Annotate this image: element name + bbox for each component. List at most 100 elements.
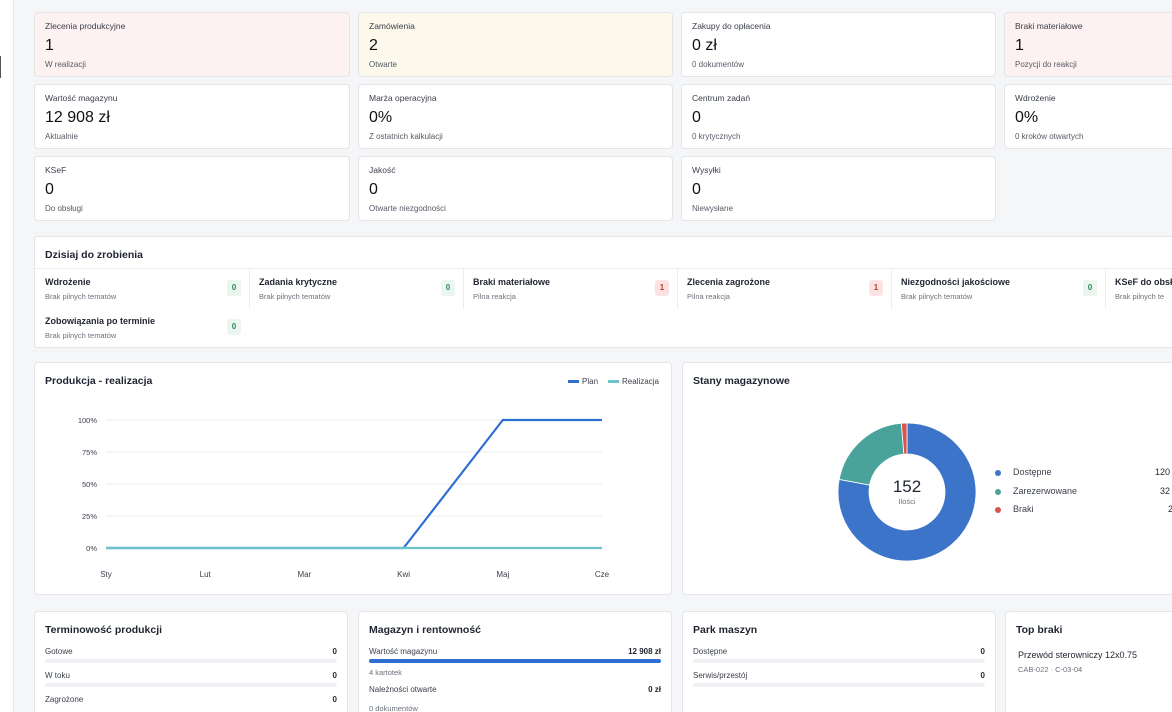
todo-item-orders-at-risk[interactable]: Zlecenia zagrożone Pilna reakcja 1 xyxy=(687,277,893,313)
kpi-value: 0 xyxy=(45,181,54,198)
row-label: Zagrożone xyxy=(45,695,84,704)
donut-center-label: Ilości xyxy=(898,497,916,506)
todo-item-ksef[interactable]: KSeF do obsł Brak pilnych te xyxy=(1115,277,1172,313)
row-label: Dostępne xyxy=(693,647,728,656)
legend-label: Dostępne xyxy=(1013,467,1052,477)
production-chart-card: Produkcja - realizacja Plan Realizacja 0… xyxy=(34,362,672,595)
todo-item-sub: Brak pilnych tematów xyxy=(45,331,117,340)
progress-track xyxy=(693,683,985,687)
kpi-sub: Otwarte xyxy=(369,60,398,69)
y-tick-label: 25% xyxy=(82,512,97,521)
legend-value: 120 xyxy=(1155,467,1171,477)
x-tick-label: Lut xyxy=(200,570,212,579)
legend-plan-label: Plan xyxy=(582,377,599,386)
kpi-sub: 0 dokumentów xyxy=(692,60,745,69)
kpi-operating-margin[interactable]: Marża operacyjna 0% Z ostatnich kalkulac… xyxy=(358,84,673,149)
todo-item-title: Zadania krytyczne xyxy=(259,277,338,287)
kpi-label: Jakość xyxy=(369,165,396,175)
kpi-sub: Do obsługi xyxy=(45,204,83,213)
kpi-orders[interactable]: Zamówienia 2 Otwarte xyxy=(358,12,673,77)
row-value: 12 908 zł xyxy=(628,647,661,656)
x-tick-label: Sty xyxy=(100,570,112,579)
donut-slice-shortages xyxy=(900,422,908,455)
todo-item-overdue-liabilities[interactable]: Zobowiązania po terminie Brak pilnych te… xyxy=(45,316,251,352)
donut-slice-reserved xyxy=(838,422,905,486)
count-badge: 0 xyxy=(227,280,241,296)
todo-item-sub: Brak pilnych tematów xyxy=(45,292,117,301)
legend-label: Zarezerwowane xyxy=(1013,486,1078,496)
divider xyxy=(891,269,892,309)
shortage-item-name[interactable]: Przewód sterowniczy 12x0.75 xyxy=(1018,650,1138,660)
timeliness-card: Terminowość produkcji Gotowe 0 W toku 0 … xyxy=(34,611,348,712)
kpi-value: 12 908 zł xyxy=(45,109,110,126)
todo-item-quality-nonconformities[interactable]: Niezgodności jakościowe Brak pilnych tem… xyxy=(901,277,1107,313)
todo-title: Dzisiaj do zrobienia xyxy=(45,249,144,261)
legend-dot-shortages xyxy=(995,507,1001,513)
progress-track xyxy=(45,683,337,687)
progress-fill xyxy=(369,659,661,663)
kpi-sub: 0 kroków otwartych xyxy=(1015,132,1084,141)
kpi-label: Wdrożenie xyxy=(1015,93,1056,103)
kpi-implementation[interactable]: Wdrożenie 0% 0 kroków otwartych xyxy=(1004,84,1172,149)
todo-panel: Dzisiaj do zrobienia Wdrożenie Brak piln… xyxy=(34,236,1172,348)
legend-dot-available xyxy=(995,470,1001,476)
progress-track xyxy=(693,659,985,663)
row-label: W toku xyxy=(45,671,70,680)
kpi-warehouse-value[interactable]: Wartość magazynu 12 908 zł Aktualnie xyxy=(34,84,350,149)
stock-legend-shortages: Braki 2 xyxy=(995,504,1172,518)
todo-item-critical-tasks[interactable]: Zadania krytyczne Brak pilnych tematów 0 xyxy=(259,277,465,313)
kpi-label: Zakupy do opłacenia xyxy=(692,21,771,31)
row-value: 0 xyxy=(332,647,337,656)
row-sub: 4 kartotek xyxy=(369,668,402,677)
kpi-value: 0 xyxy=(692,109,701,126)
todo-item-material-shortages[interactable]: Braki materiałowe Pilna reakcja 1 xyxy=(473,277,679,313)
divider xyxy=(35,268,1172,269)
kpi-value: 0% xyxy=(369,109,393,126)
kpi-ksef[interactable]: KSeF 0 Do obsługi xyxy=(34,156,350,221)
row-value: 0 xyxy=(332,671,337,680)
kpi-production-orders[interactable]: Zlecenia produkcyjne 1 W realizacji xyxy=(34,12,350,77)
row-value: 0 zł xyxy=(648,685,661,694)
todo-item-title: Wdrożenie xyxy=(45,277,91,287)
progress-track xyxy=(369,659,661,663)
todo-item-implementation[interactable]: Wdrożenie Brak pilnych tematów 0 xyxy=(45,277,251,313)
count-badge: 1 xyxy=(655,280,669,296)
todo-item-title: KSeF do obsł xyxy=(1115,277,1172,287)
x-tick-label: Cze xyxy=(595,570,610,579)
warehouse-title: Magazyn i rentowność xyxy=(369,624,482,636)
kpi-quality[interactable]: Jakość 0 Otwarte niezgodności xyxy=(358,156,673,221)
machines-title: Park maszyn xyxy=(693,624,758,636)
kpi-value: 2 xyxy=(369,37,378,54)
legend-realization-label: Realizacja xyxy=(622,377,659,386)
todo-item-sub: Pilna reakcja xyxy=(473,292,516,301)
stock-card: Stany magazynowe 152 Ilości Dostępne 120… xyxy=(682,362,1172,595)
divider xyxy=(249,269,250,309)
row-sub: 0 dokumentów xyxy=(369,704,418,712)
kpi-value: 0 xyxy=(692,181,701,198)
kpi-purchases[interactable]: Zakupy do opłacenia 0 zł 0 dokumentów xyxy=(681,12,996,77)
machines-card: Park maszyn Dostępne 0 Serwis/przestój 0 xyxy=(682,611,996,712)
legend-value: 2 xyxy=(1168,504,1172,514)
kpi-label: Wysyłki xyxy=(692,165,721,175)
y-tick-label: 100% xyxy=(78,416,98,425)
legend-realization[interactable]: Realizacja xyxy=(608,377,659,386)
legend-plan[interactable]: Plan xyxy=(568,377,598,386)
count-badge: 0 xyxy=(1083,280,1097,296)
top-shortages-card: Top braki Przewód sterowniczy 12x0.75 CA… xyxy=(1005,611,1172,712)
kpi-material-shortages[interactable]: Braki materiałowe 1 Pozycji do reakcji xyxy=(1004,12,1172,77)
row-value: 0 xyxy=(980,647,985,656)
progress-track xyxy=(45,659,337,663)
kpi-shipments[interactable]: Wysyłki 0 Niewysłane xyxy=(681,156,996,221)
stock-title: Stany magazynowe xyxy=(693,375,790,387)
kpi-label: Braki materiałowe xyxy=(1015,21,1083,31)
warehouse-card: Magazyn i rentowność Wartość magazynu 12… xyxy=(358,611,672,712)
stock-legend-available: Dostępne 120 xyxy=(995,467,1172,481)
legend-dot-reserved xyxy=(995,489,1001,495)
y-tick-label: 0% xyxy=(86,544,97,553)
todo-item-sub: Pilna reakcja xyxy=(687,292,730,301)
x-tick-label: Mar xyxy=(298,570,312,579)
divider xyxy=(463,269,464,309)
stock-legend-reserved: Zarezerwowane 32 xyxy=(995,486,1172,500)
kpi-value: 0 xyxy=(369,181,378,198)
kpi-task-center[interactable]: Centrum zadań 0 0 krytycznych xyxy=(681,84,996,149)
